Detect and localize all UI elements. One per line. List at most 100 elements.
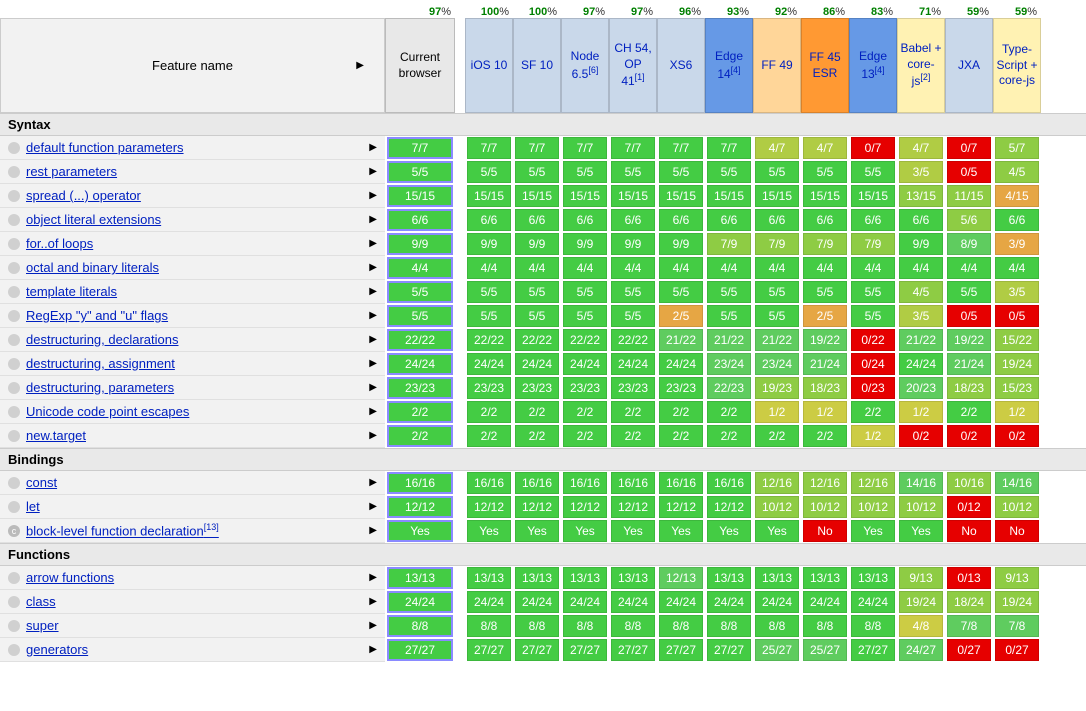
feature-link[interactable]: super bbox=[26, 618, 59, 633]
feature-link[interactable]: destructuring, parameters bbox=[26, 380, 174, 395]
cell-jxa: 5/6 bbox=[945, 208, 993, 232]
feature-link[interactable]: object literal extensions bbox=[26, 212, 161, 227]
expand-icon[interactable]: ▶ bbox=[369, 310, 377, 321]
expand-icon[interactable]: ▶ bbox=[369, 382, 377, 393]
feature-cell[interactable]: const ▶ bbox=[0, 471, 385, 495]
feature-link[interactable]: Unicode code point escapes bbox=[26, 404, 189, 419]
feature-cell[interactable]: destructuring, declarations ▶ bbox=[0, 328, 385, 352]
feature-cell[interactable]: octal and binary literals ▶ bbox=[0, 256, 385, 280]
cell-sf10: 13/13 bbox=[513, 566, 561, 590]
cell-edge13: 15/15 bbox=[849, 184, 897, 208]
expand-icon[interactable]: ▶ bbox=[369, 501, 377, 512]
bullet-icon bbox=[8, 358, 20, 370]
feature-cell[interactable]: Unicode code point escapes ▶ bbox=[0, 400, 385, 424]
bullet-icon bbox=[8, 334, 20, 346]
cell-edge14: 21/22 bbox=[705, 328, 753, 352]
feature-cell[interactable]: destructuring, assignment ▶ bbox=[0, 352, 385, 376]
cell-edge13: 0/24 bbox=[849, 352, 897, 376]
feature-link[interactable]: template literals bbox=[26, 284, 117, 299]
header-babel[interactable]: Babel + core-js[2] bbox=[897, 18, 945, 113]
feature-link[interactable]: destructuring, assignment bbox=[26, 356, 175, 371]
expand-icon[interactable]: ▶ bbox=[369, 142, 377, 153]
header-xs6[interactable]: XS6 bbox=[657, 18, 705, 113]
feature-link[interactable]: new.target bbox=[26, 428, 86, 443]
cell-ch54: 9/9 bbox=[609, 232, 657, 256]
feature-link[interactable]: generators bbox=[26, 642, 88, 657]
feature-cell[interactable]: let ▶ bbox=[0, 495, 385, 519]
header-ts[interactable]: Type-Script + core-js bbox=[993, 18, 1041, 113]
feature-link[interactable]: block-level function declaration[13] bbox=[26, 522, 219, 538]
cell-xs6: 24/24 bbox=[657, 352, 705, 376]
bullet-icon bbox=[8, 286, 20, 298]
header-ch54[interactable]: CH 54, OP 41[1] bbox=[609, 18, 657, 113]
cell-babel: 24/27 bbox=[897, 638, 945, 662]
feature-cell[interactable]: destructuring, parameters ▶ bbox=[0, 376, 385, 400]
expand-icon[interactable]: ▶ bbox=[369, 406, 377, 417]
cell-edge14: 4/4 bbox=[705, 256, 753, 280]
expand-icon[interactable]: ▶ bbox=[369, 620, 377, 631]
cell-babel: 4/7 bbox=[897, 136, 945, 160]
feature-cell[interactable]: new.target ▶ bbox=[0, 424, 385, 448]
cell-xs6: 2/2 bbox=[657, 424, 705, 448]
feature-link[interactable]: destructuring, declarations bbox=[26, 332, 178, 347]
expand-icon[interactable]: ▶ bbox=[369, 262, 377, 273]
header-node65[interactable]: Node 6.5[6] bbox=[561, 18, 609, 113]
expand-icon[interactable]: ▶ bbox=[369, 596, 377, 607]
expand-icon[interactable]: ▶ bbox=[369, 214, 377, 225]
cell-edge13: 5/5 bbox=[849, 280, 897, 304]
expand-icon[interactable]: ▶ bbox=[369, 525, 377, 536]
feature-link[interactable]: arrow functions bbox=[26, 570, 114, 585]
cell-jxa: 18/24 bbox=[945, 590, 993, 614]
cell-xs6: 16/16 bbox=[657, 471, 705, 495]
feature-cell[interactable]: rest parameters ▶ bbox=[0, 160, 385, 184]
cell-sf10: 23/23 bbox=[513, 376, 561, 400]
header-edge13[interactable]: Edge 13[4] bbox=[849, 18, 897, 113]
cell-ff49: 7/9 bbox=[753, 232, 801, 256]
cell-ff45: 13/13 bbox=[801, 566, 849, 590]
feature-cell[interactable]: cblock-level function declaration[13]▶ bbox=[0, 519, 385, 543]
cell-ts: 0/2 bbox=[993, 424, 1041, 448]
header-ios10[interactable]: iOS 10 bbox=[465, 18, 513, 113]
feature-cell[interactable]: generators ▶ bbox=[0, 638, 385, 662]
feature-cell[interactable]: default function parameters ▶ bbox=[0, 136, 385, 160]
cell-ch54: 5/5 bbox=[609, 280, 657, 304]
expand-icon[interactable]: ▶ bbox=[369, 644, 377, 655]
feature-cell[interactable]: class ▶ bbox=[0, 590, 385, 614]
feature-cell[interactable]: for..of loops ▶ bbox=[0, 232, 385, 256]
expand-icon[interactable]: ▶ bbox=[369, 334, 377, 345]
feature-link[interactable]: RegExp "y" and "u" flags bbox=[26, 308, 168, 323]
feature-link[interactable]: let bbox=[26, 499, 40, 514]
bullet-icon bbox=[8, 310, 20, 322]
expand-icon[interactable]: ▶ bbox=[369, 238, 377, 249]
expand-icon[interactable]: ▶ bbox=[369, 477, 377, 488]
feature-link[interactable]: octal and binary literals bbox=[26, 260, 159, 275]
expand-icon[interactable]: ▶ bbox=[369, 430, 377, 441]
expand-icon[interactable]: ▶ bbox=[369, 190, 377, 201]
header-sf10[interactable]: SF 10 bbox=[513, 18, 561, 113]
feature-cell[interactable]: RegExp "y" and "u" flags ▶ bbox=[0, 304, 385, 328]
feature-link[interactable]: class bbox=[26, 594, 56, 609]
feature-link[interactable]: rest parameters bbox=[26, 164, 117, 179]
expand-icon[interactable]: ▶ bbox=[369, 166, 377, 177]
feature-cell[interactable]: object literal extensions ▶ bbox=[0, 208, 385, 232]
feature-link[interactable]: spread (...) operator bbox=[26, 188, 141, 203]
cell-node65: 4/4 bbox=[561, 256, 609, 280]
feature-cell[interactable]: template literals ▶ bbox=[0, 280, 385, 304]
feature-cell[interactable]: spread (...) operator ▶ bbox=[0, 184, 385, 208]
header-edge14[interactable]: Edge 14[4] bbox=[705, 18, 753, 113]
feature-name-label: Feature name bbox=[152, 58, 233, 73]
feature-link[interactable]: const bbox=[26, 475, 57, 490]
header-feature[interactable]: Feature name ▶ bbox=[0, 18, 385, 113]
feature-cell[interactable]: super ▶ bbox=[0, 614, 385, 638]
feature-link[interactable]: default function parameters bbox=[26, 140, 184, 155]
header-current-browser[interactable]: Current browser bbox=[385, 18, 455, 113]
expand-icon[interactable]: ▶ bbox=[369, 572, 377, 583]
header-ff45[interactable]: FF 45 ESR bbox=[801, 18, 849, 113]
feature-link[interactable]: for..of loops bbox=[26, 236, 93, 251]
header-jxa[interactable]: JXA bbox=[945, 18, 993, 113]
header-ff49[interactable]: FF 49 bbox=[753, 18, 801, 113]
expand-icon[interactable]: ▶ bbox=[369, 286, 377, 297]
cell-current: 22/22 bbox=[385, 328, 455, 352]
feature-cell[interactable]: arrow functions ▶ bbox=[0, 566, 385, 590]
expand-icon[interactable]: ▶ bbox=[369, 358, 377, 369]
